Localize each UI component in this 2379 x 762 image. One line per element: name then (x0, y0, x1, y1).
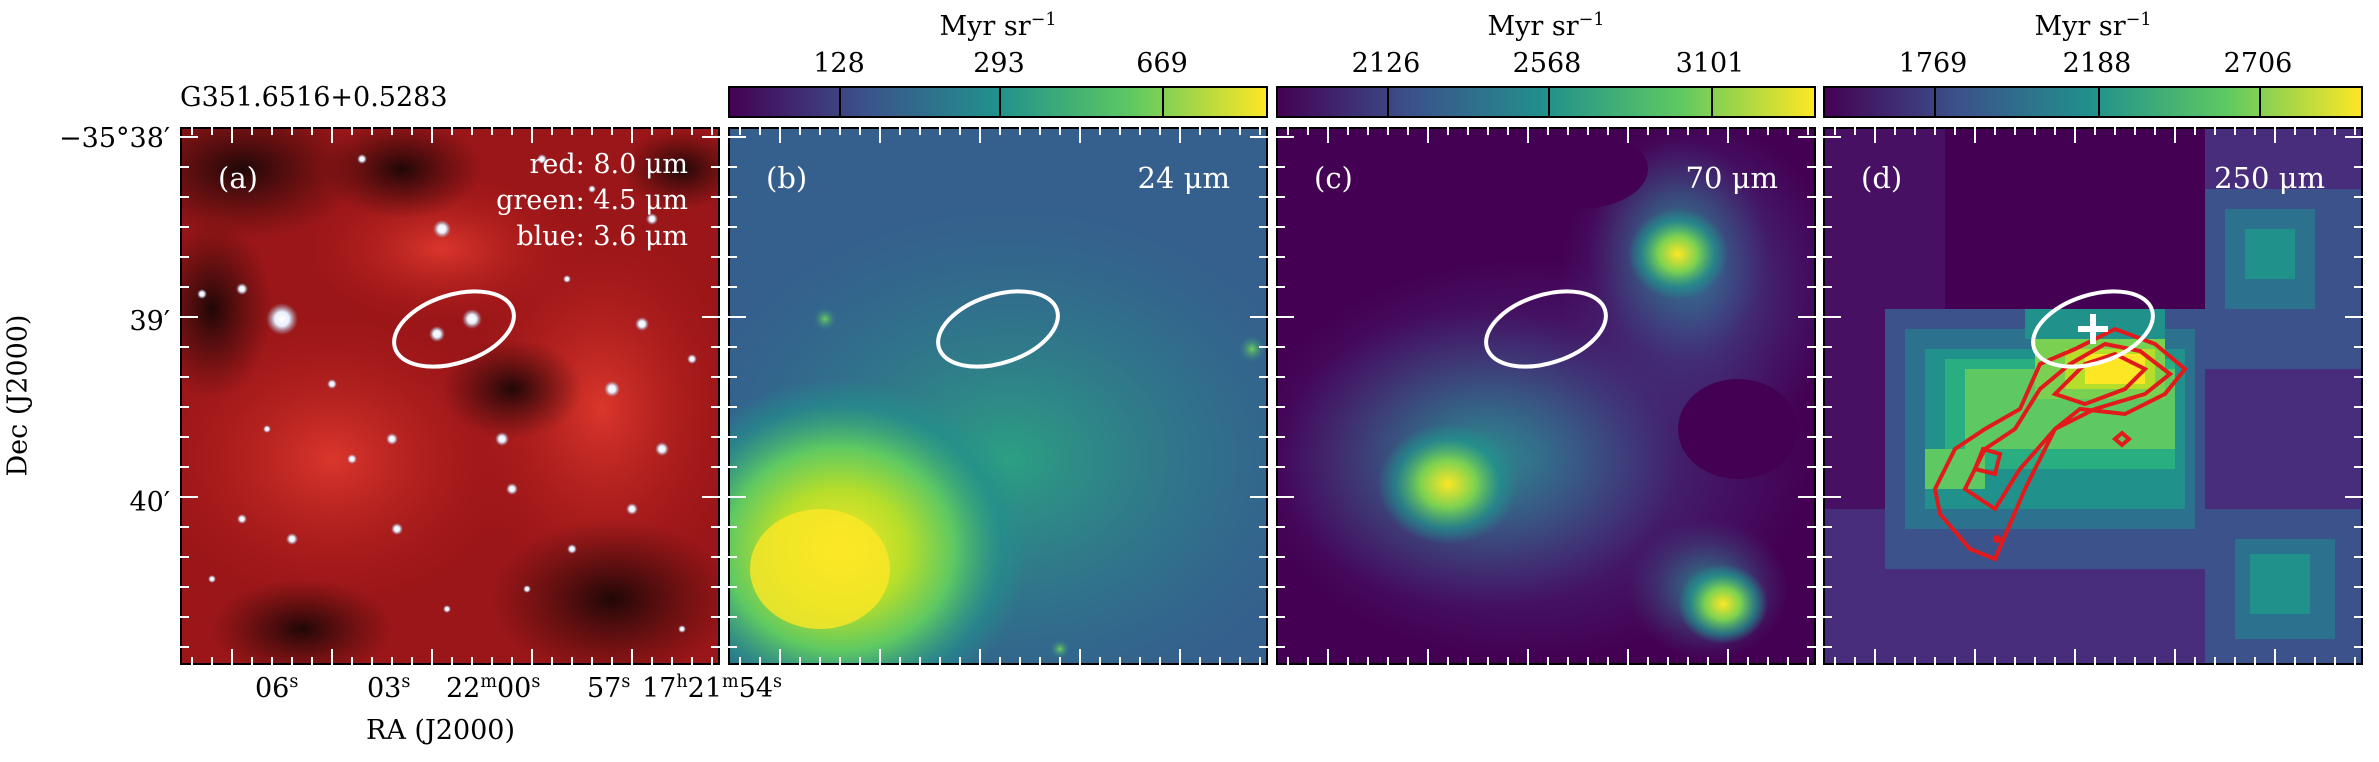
colorbar-tick (2259, 88, 2261, 116)
colorbar-b (728, 86, 1268, 118)
source-name: G351.6516+0.5283 (180, 82, 448, 113)
source-ellipse (2031, 289, 2155, 369)
peak-cross-marker (2078, 314, 2108, 344)
xtick-label: 22m00s (446, 672, 541, 704)
x-axis-label: RA (J2000) (366, 715, 516, 746)
wavelength-label-b: 24 μm (1137, 161, 1230, 195)
panel-c-image (1278, 129, 1814, 663)
colorbar-tick-label-b: 128 (813, 48, 865, 79)
panel-a-rgb-image: (a) red: 8.0 μm green: 4.5 μm blue: 3.6 … (180, 127, 720, 665)
colorbar-tick (2098, 88, 2100, 116)
ytick-label: 40′ (129, 487, 171, 518)
colorbar-tick-label-d: 2706 (2223, 48, 2293, 79)
source-ellipse (392, 289, 516, 369)
colorbar-tick (1162, 88, 1164, 116)
panel-d-250um: (d) 250 μm (1823, 127, 2363, 665)
source-ellipse (936, 289, 1060, 369)
colorbar-tick-label-c: 3101 (1675, 48, 1745, 79)
colorbar-tick-label-c: 2126 (1351, 48, 1421, 79)
panel-b-image (730, 129, 1266, 663)
colorbar-tick (1387, 88, 1389, 116)
colorbar-c (1276, 86, 1816, 118)
colorbar-tick-label-b: 293 (973, 48, 1025, 79)
source-ellipse (1484, 289, 1608, 369)
colorbar-title-c: Myr sr−1 (1487, 10, 1605, 42)
y-axis-label: Dec (J2000) (2, 314, 34, 477)
colorbar-d (1823, 86, 2363, 118)
colorbar-tick (999, 88, 1001, 116)
ytick-label: 39′ (129, 306, 171, 337)
legend-red: red: 8.0 μm (529, 149, 688, 180)
ytick-label: −35°38′ (59, 123, 170, 154)
panel-d-image (1825, 129, 2361, 663)
colorbar-tick-label-d: 2188 (2062, 48, 2132, 79)
panel-label-d: (d) (1861, 161, 1903, 195)
panel-label-c: (c) (1314, 161, 1353, 195)
xtick-label: 06s (255, 672, 299, 704)
wavelength-label-d: 250 μm (2214, 161, 2325, 195)
colorbar-tick (1548, 88, 1550, 116)
wavelength-label-c: 70 μm (1685, 161, 1778, 195)
star-field (197, 154, 697, 633)
colorbar-title-b: Myr sr−1 (939, 10, 1057, 42)
colorbar-tick (1934, 88, 1936, 116)
xtick-label: 17h21m54s (642, 672, 782, 704)
colorbar-tick-label-d: 1769 (1898, 48, 1968, 79)
colorbar-title-d: Myr sr−1 (2034, 10, 2152, 42)
xtick-label: 03s (367, 672, 411, 704)
panel-b-24um: (b) 24 μm (728, 127, 1268, 665)
colorbar-tick (1711, 88, 1713, 116)
xtick-label: 57s (587, 672, 631, 704)
legend-blue: blue: 3.6 μm (516, 221, 688, 252)
panel-a-image (182, 129, 718, 663)
legend-green: green: 4.5 μm (496, 185, 688, 216)
contours (1932, 326, 2188, 562)
panel-label-a: (a) (218, 161, 258, 195)
colorbar-tick-label-c: 2568 (1512, 48, 1582, 79)
colorbar-tick (839, 88, 841, 116)
panel-c-70um: (c) 70 μm (1276, 127, 1816, 665)
colorbar-tick-label-b: 669 (1136, 48, 1188, 79)
panel-label-b: (b) (766, 161, 808, 195)
